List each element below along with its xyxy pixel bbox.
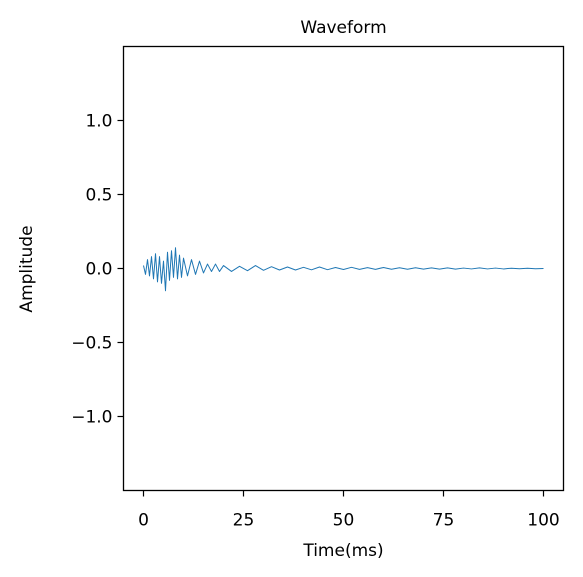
y-tick-label: 1.0 [85, 112, 112, 132]
x-tick-label: 50 [333, 511, 355, 531]
x-axis: 0 25 50 75 100 [138, 490, 560, 531]
plot-area [143, 247, 544, 292]
x-tick-label: 100 [527, 511, 559, 531]
y-tick-label: −0.5 [71, 334, 112, 354]
y-tick-label: 0.0 [85, 260, 112, 280]
y-axis-label: Amplitude [17, 225, 37, 312]
chart-title: Waveform [300, 18, 386, 38]
x-axis-label: Time(ms) [302, 541, 383, 561]
y-tick-label: −1.0 [71, 408, 112, 428]
x-tick-label: 75 [433, 511, 455, 531]
x-tick-label: 25 [233, 511, 255, 531]
waveform-series-line [143, 247, 544, 292]
y-tick-label: 0.5 [85, 186, 112, 206]
x-tick-label: 0 [138, 511, 149, 531]
y-axis: 1.0 0.5 0.0 −0.5 −1.0 [71, 112, 124, 428]
